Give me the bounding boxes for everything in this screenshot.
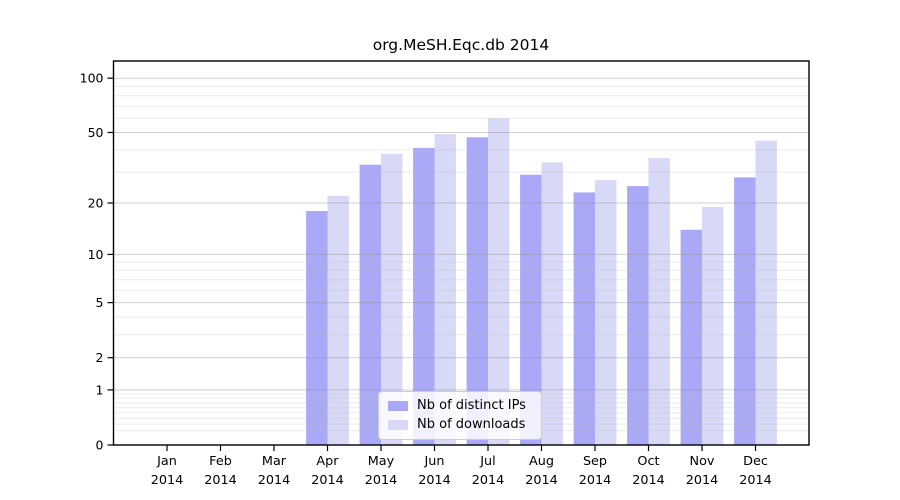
bar-bars-downloads-jul: [488, 118, 510, 446]
gridlines-minor: [113, 86, 809, 431]
plot-border: [112, 60, 810, 446]
x-tick-label: Jun 2014: [418, 454, 451, 488]
y-tick-label: 50: [88, 125, 104, 140]
x-tick-label: Mar 2014: [258, 454, 291, 488]
y-tick-label: 2: [96, 350, 104, 365]
y-tick-label: 10: [88, 247, 104, 262]
bar-bars-distinct-ips-may: [359, 164, 381, 445]
bar-bars-downloads-oct: [648, 158, 670, 445]
x-tick-label: Apr 2014: [311, 454, 344, 488]
bar-bars-distinct-ips-apr: [306, 211, 328, 445]
bar-bars-distinct-ips-dec: [734, 177, 756, 445]
legend-item-distinct-ips: Nb of distinct IPs: [388, 398, 531, 413]
legend-swatch-distinct-ips: [388, 400, 408, 411]
x-tick-label: Nov 2014: [686, 454, 719, 488]
x-tick-label: Dec 2014: [739, 454, 772, 488]
bar-bars-distinct-ips-jun: [413, 147, 435, 445]
legend-item-downloads: Nb of downloads: [388, 417, 531, 432]
bar-bars-distinct-ips-aug: [520, 174, 542, 445]
y-tick-label: 0: [96, 437, 104, 452]
legend: Nb of distinct IPs Nb of downloads: [378, 391, 542, 440]
bar-bars-downloads-sep: [595, 180, 617, 445]
bar-bars-downloads-nov: [702, 206, 724, 445]
y-tick-label: 100: [80, 71, 104, 86]
bar-bars-downloads-apr: [327, 195, 349, 445]
x-tick-label: Feb 2014: [204, 454, 237, 488]
legend-swatch-downloads: [388, 419, 408, 430]
bar-bars-downloads-aug: [541, 162, 563, 445]
bar-bars-distinct-ips-sep: [573, 192, 595, 445]
x-tick-label: Sep 2014: [579, 454, 612, 488]
bar-bars-distinct-ips-nov: [680, 229, 702, 445]
x-axis: Jan 2014 Feb 2014 Mar 2014 Apr 2014 May 2014 Jun 20…: [151, 445, 772, 488]
x-tick-label: Jan 2014: [151, 454, 184, 488]
bar-bars-downloads-jun: [434, 134, 456, 445]
legend-label-distinct-ips: Nb of distinct IPs: [417, 398, 526, 413]
legend-label-downloads: Nb of downloads: [417, 417, 526, 432]
x-tick-label: May 2014: [365, 454, 398, 488]
x-tick-label: Aug 2014: [525, 454, 558, 488]
y-tick-label: 1: [96, 382, 104, 397]
chart-title: org.MeSH.Eqc.db 2014: [372, 36, 550, 54]
bar-bars-distinct-ips-jul: [466, 137, 488, 446]
gridlines-major: [113, 77, 809, 391]
x-tick-label: Oct 2014: [632, 454, 665, 488]
y-tick-label: 5: [96, 295, 104, 310]
bar-bars-distinct-ips-oct: [627, 186, 649, 445]
y-tick-label: 20: [88, 195, 104, 210]
bar-bars-downloads-dec: [755, 140, 777, 445]
bar-bars-downloads-may: [381, 153, 403, 446]
bars-downloads: [327, 118, 777, 446]
bars-distinct-ips: [306, 137, 756, 446]
x-tick-label: Jul 2014: [472, 454, 505, 488]
y-axis: 0 1 2 5 10 20 50 100: [80, 71, 114, 452]
